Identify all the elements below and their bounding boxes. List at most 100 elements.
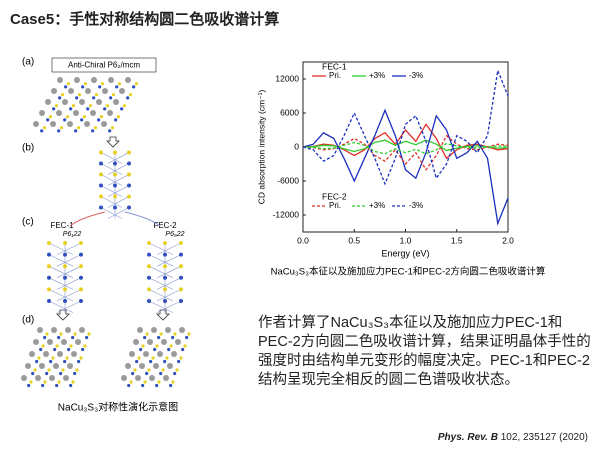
chart-caption: NaCu₃S₃本征以及施加应力PEC-1和PEC-2方向圆二色吸收谱计算 [271,266,546,278]
atom [187,332,191,336]
atom [129,351,135,357]
atom [113,161,117,166]
atom [125,77,131,83]
x-tick-label: 0.0 [297,235,309,245]
atom [185,335,189,340]
atom [39,363,45,369]
atom [58,96,62,100]
atom [51,88,57,94]
atom [43,335,47,340]
bond [148,300,174,313]
atom [147,299,151,303]
atom [91,77,97,83]
series-line [302,141,509,155]
atom [179,252,183,257]
atom [137,327,143,333]
atom [147,264,151,269]
atom [96,99,102,105]
bond [100,174,123,186]
atom [27,383,31,388]
atom [145,371,149,376]
atom [57,335,61,340]
atom [139,363,145,369]
atom [61,339,67,345]
atom [61,368,65,372]
atom [66,82,71,86]
atom [163,287,167,292]
atom [71,335,75,340]
atom [139,347,143,352]
atom [179,327,185,333]
legend-title: FEC-1 [322,61,347,71]
atom [29,351,35,357]
y-tick-label: 0 [294,141,299,151]
atom [137,356,141,360]
panel-label: (c) [22,217,34,228]
atom [113,172,117,177]
atom [113,183,117,188]
atom [127,383,131,388]
legend-label: -3% [409,71,423,80]
atom [119,88,125,94]
bond [156,254,182,267]
atom [71,351,77,357]
arrow [106,136,120,148]
y-axis-label: CD absorption intensity (cm⁻¹) [256,90,266,205]
atom [115,85,119,89]
panel-label: (a) [22,57,34,68]
atom [45,332,49,336]
atom [47,299,51,303]
atom [50,121,56,127]
atom [59,126,64,130]
atom [82,115,87,119]
atom [53,347,57,352]
atom [163,359,167,364]
atom [37,356,41,360]
atom [163,275,167,280]
atom [65,115,70,119]
bond [156,242,182,255]
atom [63,264,67,269]
atom [110,126,115,130]
bond [107,185,130,197]
atom [79,264,83,269]
atom [85,88,91,94]
atom [75,339,81,345]
atom [179,264,183,269]
legend-label: Pri. [329,71,341,80]
atom [29,380,33,384]
atom [65,327,71,333]
atom [127,150,131,155]
atom [51,327,57,333]
atom [127,194,131,199]
atom [147,339,153,345]
atom [63,275,67,280]
atom [45,371,49,376]
atom [147,241,151,245]
atom [31,371,35,376]
atom [93,126,98,130]
slide-title: Case5：手性对称结构圆二色吸收谱计算 [10,11,280,28]
atom [40,129,44,133]
legend-label: -3% [409,201,423,210]
atom [79,275,83,280]
bond [107,174,130,186]
atom [56,110,62,116]
atom [167,363,173,369]
bond [107,207,130,219]
body-text: 作者计算了NaCu₃S₃本征以及施加应力PEC-1和PEC-2方向圆二色吸收谱计… [258,315,591,388]
atom [63,287,67,292]
atom [131,371,135,376]
atom [141,383,145,388]
atom [141,344,145,348]
atom [175,339,181,345]
atom [41,383,45,388]
bond [156,265,182,279]
bond [100,196,123,208]
atom [163,299,167,303]
atom [116,115,121,119]
atom [121,375,127,381]
atom [135,375,141,381]
atom [48,115,53,119]
atom [59,371,63,376]
